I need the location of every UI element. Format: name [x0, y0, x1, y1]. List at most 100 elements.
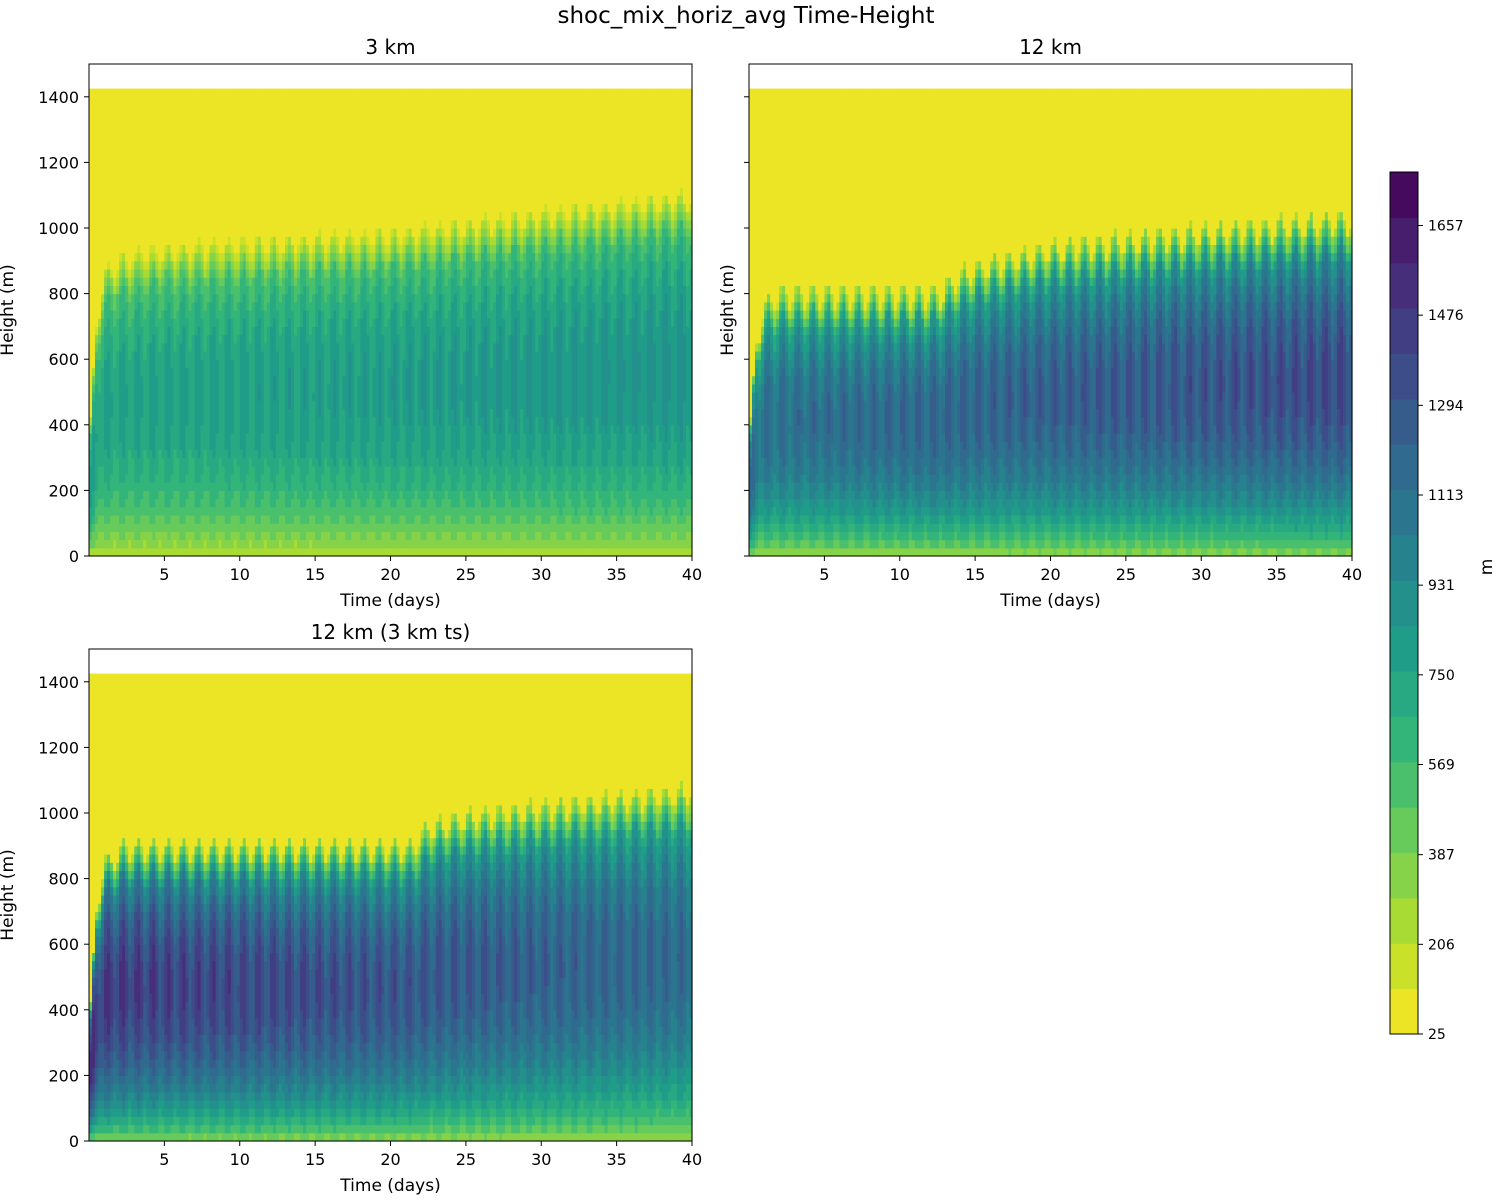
heatmap-cell	[520, 88, 524, 229]
heatmap-cell	[978, 449, 982, 475]
heatmap-cell	[1071, 285, 1076, 295]
heatmap-cell	[480, 228, 485, 237]
heatmap-cell	[866, 490, 871, 508]
heatmap-cell	[975, 277, 979, 286]
heatmap-cell	[978, 310, 982, 327]
heatmap-cell	[1002, 515, 1006, 524]
heatmap-cell	[297, 277, 301, 295]
heatmap-cell	[508, 474, 512, 500]
heatmap-cell	[860, 531, 865, 541]
heatmap-cell	[468, 465, 473, 491]
heatmap-cell	[785, 293, 789, 303]
heatmap-cell	[248, 531, 253, 541]
heatmap-cell	[981, 531, 985, 541]
heatmap-cell	[426, 293, 431, 327]
heatmap-cell	[601, 277, 606, 319]
heatmap-cell	[257, 547, 262, 557]
heatmap-cell	[272, 244, 277, 254]
heatmap-cell	[1062, 506, 1067, 516]
heatmap-cell	[938, 351, 943, 368]
heatmap-cell	[1026, 457, 1030, 483]
heatmap-cell	[1029, 277, 1034, 286]
heatmap-cell	[110, 285, 114, 295]
heatmap-cell	[580, 465, 585, 491]
heatmap-cell	[791, 334, 795, 352]
heatmap-cell	[1023, 244, 1027, 254]
heatmap-cell	[670, 219, 675, 229]
heatmap-cell	[110, 88, 114, 270]
heatmap-cell	[990, 498, 994, 516]
heatmap-cell	[571, 465, 576, 491]
heatmap-cell	[1074, 293, 1079, 303]
heatmap-cell	[345, 236, 349, 245]
heatmap-cell	[625, 334, 630, 426]
heatmap-cell	[110, 531, 114, 549]
heatmap-cell	[468, 547, 473, 557]
heatmap-cell	[1014, 88, 1018, 270]
heatmap-cell	[104, 269, 108, 278]
heatmap-cell	[1062, 88, 1067, 262]
heatmap-cell	[348, 490, 352, 508]
heatmap-cell	[1029, 285, 1034, 295]
heatmap-cell	[589, 252, 594, 278]
heatmap-cell	[1032, 441, 1037, 467]
heatmap-cell	[824, 506, 828, 524]
heatmap-cell	[553, 498, 557, 516]
heatmap-cell	[926, 318, 931, 327]
heatmap-cell	[245, 474, 250, 500]
heatmap-cell	[529, 490, 533, 508]
heatmap-cell	[628, 252, 633, 278]
heatmap-cell	[254, 523, 259, 541]
heatmap-cell	[851, 531, 856, 541]
heatmap-cell	[275, 310, 280, 352]
heatmap-cell	[836, 88, 841, 303]
heatmap-cell	[875, 547, 880, 557]
heatmap-cell	[499, 523, 503, 541]
heatmap-cell	[779, 539, 783, 549]
heatmap-cell	[450, 219, 455, 229]
heatmap-cell	[990, 539, 994, 549]
heatmap-cell	[303, 244, 307, 254]
heatmap-cell	[896, 383, 901, 467]
heatmap-cell	[878, 498, 883, 516]
heatmap-cell	[502, 285, 506, 319]
heatmap-cell	[197, 326, 202, 459]
heatmap-cell	[206, 490, 211, 516]
heatmap-cell	[589, 203, 594, 213]
heatmap-cell	[306, 474, 310, 500]
heatmap-cell	[562, 482, 566, 508]
heatmap-cell	[242, 318, 247, 459]
heatmap-cell	[544, 88, 548, 204]
heatmap-cell	[987, 277, 991, 286]
heatmap-cell	[188, 539, 193, 557]
heatmap-cell	[402, 465, 407, 500]
heatmap-cell	[1041, 515, 1046, 532]
heatmap-cell	[161, 342, 165, 459]
heatmap-cell	[176, 334, 181, 459]
heatmap-cell	[556, 424, 560, 467]
heatmap-cell	[502, 506, 506, 524]
heatmap-cell	[257, 400, 262, 459]
heatmap-cell	[366, 482, 370, 500]
heatmap-cell	[517, 482, 521, 508]
heatmap-cell	[658, 531, 663, 549]
heatmap-cell	[908, 342, 913, 352]
heatmap-cell	[447, 498, 452, 516]
heatmap-cell	[146, 310, 150, 344]
heatmap-cell	[137, 506, 141, 524]
heatmap-cell	[381, 441, 386, 483]
heatmap-cell	[571, 88, 576, 204]
heatmap-cell	[438, 506, 443, 524]
heatmap-cell	[535, 515, 539, 532]
heatmap-cell	[538, 228, 542, 237]
heatmap-cell	[1071, 547, 1076, 557]
heatmap-cell	[1020, 326, 1024, 352]
heatmap-cell	[646, 88, 651, 196]
heatmap-cell	[459, 252, 464, 262]
heatmap-cell	[643, 531, 648, 549]
heatmap-cell	[191, 334, 196, 459]
heatmap-cell	[944, 334, 949, 352]
heatmap-cell	[866, 506, 871, 516]
heatmap-cell	[993, 523, 997, 532]
heatmap-cell	[911, 334, 916, 344]
